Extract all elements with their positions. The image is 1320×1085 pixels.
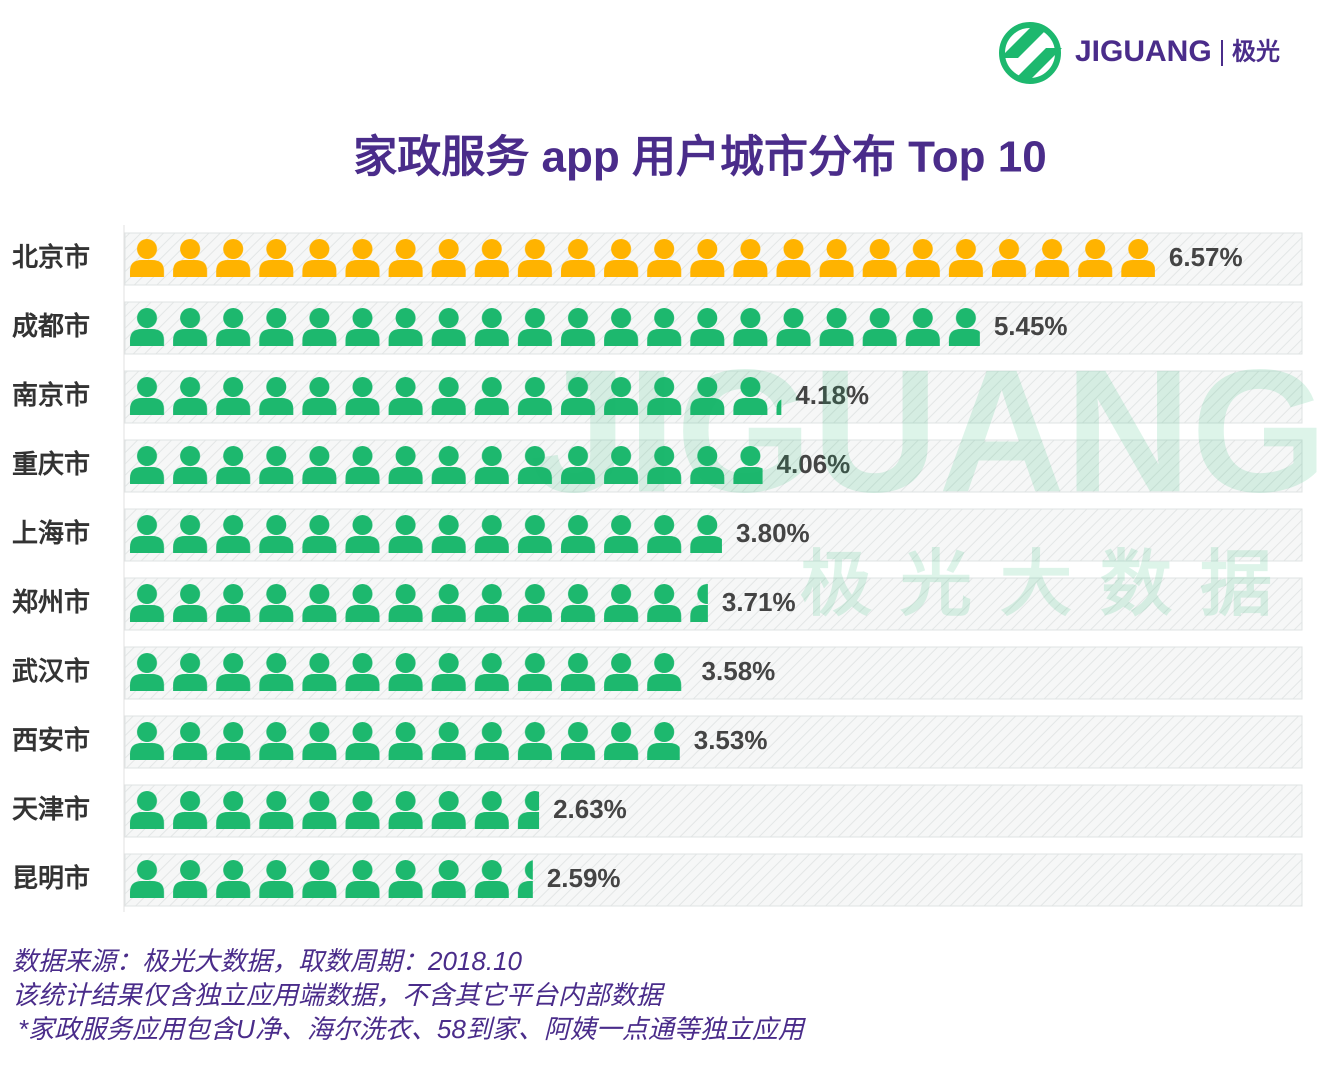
category-label: 天津市	[12, 794, 90, 824]
pictogram-bar	[128, 785, 540, 837]
value-label: 6.57%	[1169, 242, 1243, 272]
category-label: 武汉市	[12, 656, 90, 686]
watermark: JIGUANG	[530, 334, 1320, 529]
logo	[999, 22, 1062, 84]
watermark-cn: 极光大数据	[800, 545, 1300, 625]
pictogram-bar	[128, 233, 1155, 285]
note: *家政服务应用包含U净、海尔洗衣、58到家、阿姨一点通等独立应用	[18, 1014, 807, 1044]
pictogram-bar	[128, 647, 688, 699]
pictogram-bar	[128, 854, 533, 906]
pictogram-bar	[128, 302, 980, 354]
category-label: 上海市	[12, 518, 90, 548]
value-label: 3.71%	[722, 587, 796, 617]
value-label: 4.06%	[777, 449, 851, 479]
category-label: 重庆市	[12, 449, 90, 479]
brand-cn: 极光	[1232, 38, 1280, 65]
chart-title: 家政服务 app 用户城市分布 Top 10	[353, 133, 1046, 182]
category-label: 南京市	[12, 380, 90, 410]
value-label: 5.45%	[994, 311, 1068, 341]
value-label: 3.58%	[702, 656, 776, 686]
category-label: 西安市	[12, 725, 90, 755]
pictogram-bar	[128, 371, 782, 423]
pictogram-bar	[128, 578, 708, 630]
value-label: 2.59%	[547, 863, 621, 893]
value-label: 2.63%	[553, 794, 627, 824]
value-label: 3.53%	[694, 725, 768, 755]
brand-name: JIGUANG	[1075, 35, 1212, 68]
rows: 北京市 6.57% 成都市 5.45% 南京市 4.18% 重庆市 4.06% 上海市 3.80%…	[12, 232, 1303, 907]
category-label: 北京市	[12, 242, 90, 272]
pictogram-bar	[128, 509, 722, 561]
pictogram-bar	[128, 440, 763, 492]
category-label: 成都市	[12, 311, 90, 341]
category-label: 昆明市	[12, 863, 90, 893]
note: 该统计结果仅含独立应用端数据，不含其它平台内部数据	[12, 980, 666, 1010]
value-label: 3.80%	[736, 518, 810, 548]
note: 数据来源：极光大数据，取数周期：2018.10	[12, 946, 523, 976]
value-label: 4.18%	[795, 380, 869, 410]
pictogram-bar	[128, 716, 680, 768]
category-label: 郑州市	[12, 587, 90, 617]
